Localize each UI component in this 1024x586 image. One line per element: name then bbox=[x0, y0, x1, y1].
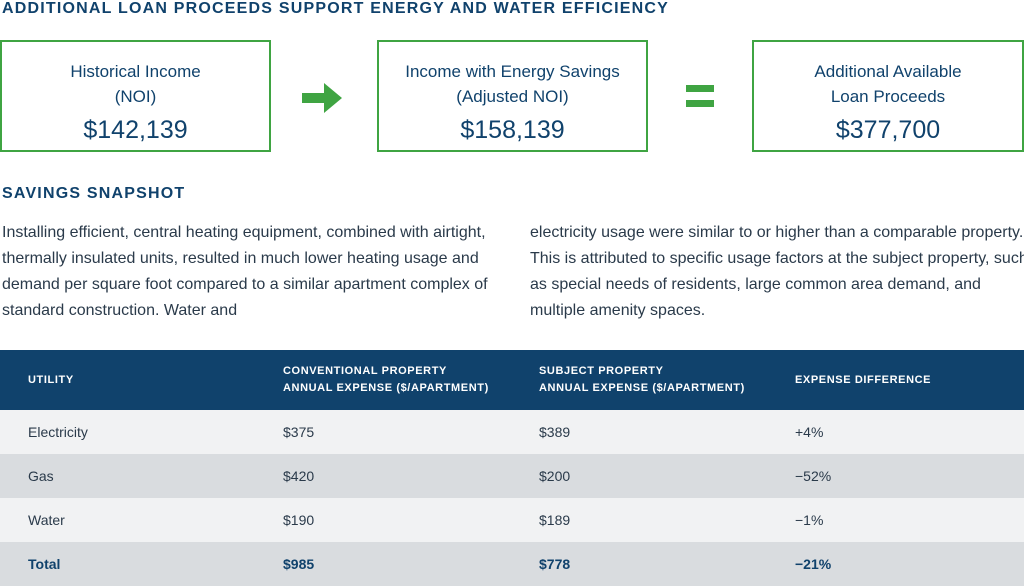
arrow-right-icon bbox=[302, 83, 342, 113]
box-label: Additional Available bbox=[814, 62, 962, 81]
cell-utility: Total bbox=[28, 556, 61, 572]
cell-utility: Water bbox=[28, 512, 65, 528]
historical-income-box: Historical Income (NOI) $142,139 bbox=[0, 40, 271, 152]
cell-difference: −21% bbox=[795, 556, 832, 572]
snapshot-paragraph-right: electricity usage were similar to or hig… bbox=[530, 224, 1024, 319]
adjusted-income-box: Income with Energy Savings (Adjusted NOI… bbox=[377, 40, 648, 152]
header-utility: UTILITY bbox=[28, 373, 74, 386]
utility-expense-table: UTILITY CONVENTIONAL PROPERTY ANNUAL EXPE… bbox=[0, 350, 1024, 586]
cell-subject: $200 bbox=[539, 468, 571, 484]
table-row: Electricity $375 $389 +4% bbox=[0, 410, 1024, 454]
cell-utility: Electricity bbox=[28, 424, 88, 440]
cell-difference: −1% bbox=[795, 512, 824, 528]
header-conventional: CONVENTIONAL PROPERTY ANNUAL EXPENSE ($/A… bbox=[283, 365, 489, 394]
box-value: $142,139 bbox=[83, 116, 188, 144]
cell-difference: +4% bbox=[795, 424, 824, 440]
cell-conventional: $985 bbox=[283, 556, 315, 572]
cell-utility: Gas bbox=[28, 468, 54, 484]
table-row: Water $190 $189 −1% bbox=[0, 498, 1024, 542]
cell-difference: −52% bbox=[795, 468, 832, 484]
box-label: Historical Income bbox=[70, 62, 201, 81]
cell-conventional: $375 bbox=[283, 424, 315, 440]
header-difference: EXPENSE DIFFERENCE bbox=[795, 373, 932, 386]
snapshot-paragraph-left: Installing efficient, central heating eq… bbox=[2, 224, 488, 319]
cell-subject: $778 bbox=[539, 556, 571, 572]
cell-subject: $189 bbox=[539, 512, 571, 528]
table-total-row: Total $985 $778 −21% bbox=[0, 542, 1024, 586]
loan-proceeds-box: Additional Available Loan Proceeds $377,… bbox=[752, 40, 1024, 152]
cell-conventional: $190 bbox=[283, 512, 315, 528]
cell-conventional: $420 bbox=[283, 468, 315, 484]
table-header-row: UTILITY CONVENTIONAL PROPERTY ANNUAL EXPE… bbox=[0, 350, 1024, 410]
box-value: $377,700 bbox=[835, 116, 941, 144]
header-subject: SUBJECT PROPERTY ANNUAL EXPENSE ($/APARTM… bbox=[539, 365, 745, 394]
box-sublabel: Loan Proceeds bbox=[830, 87, 946, 106]
box-sublabel: (Adjusted NOI) bbox=[456, 87, 569, 106]
equals-icon bbox=[686, 85, 714, 109]
box-sublabel: (NOI) bbox=[114, 87, 157, 106]
box-label: Income with Energy Savings bbox=[405, 62, 620, 81]
table-row: Gas $420 $200 −52% bbox=[0, 454, 1024, 498]
cell-subject: $389 bbox=[539, 424, 571, 440]
savings-snapshot-heading: SAVINGS SNAPSHOT bbox=[2, 185, 186, 202]
box-value: $158,139 bbox=[460, 116, 565, 144]
page-heading: ADDITIONAL LOAN PROCEEDS SUPPORT ENERGY … bbox=[2, 0, 670, 17]
